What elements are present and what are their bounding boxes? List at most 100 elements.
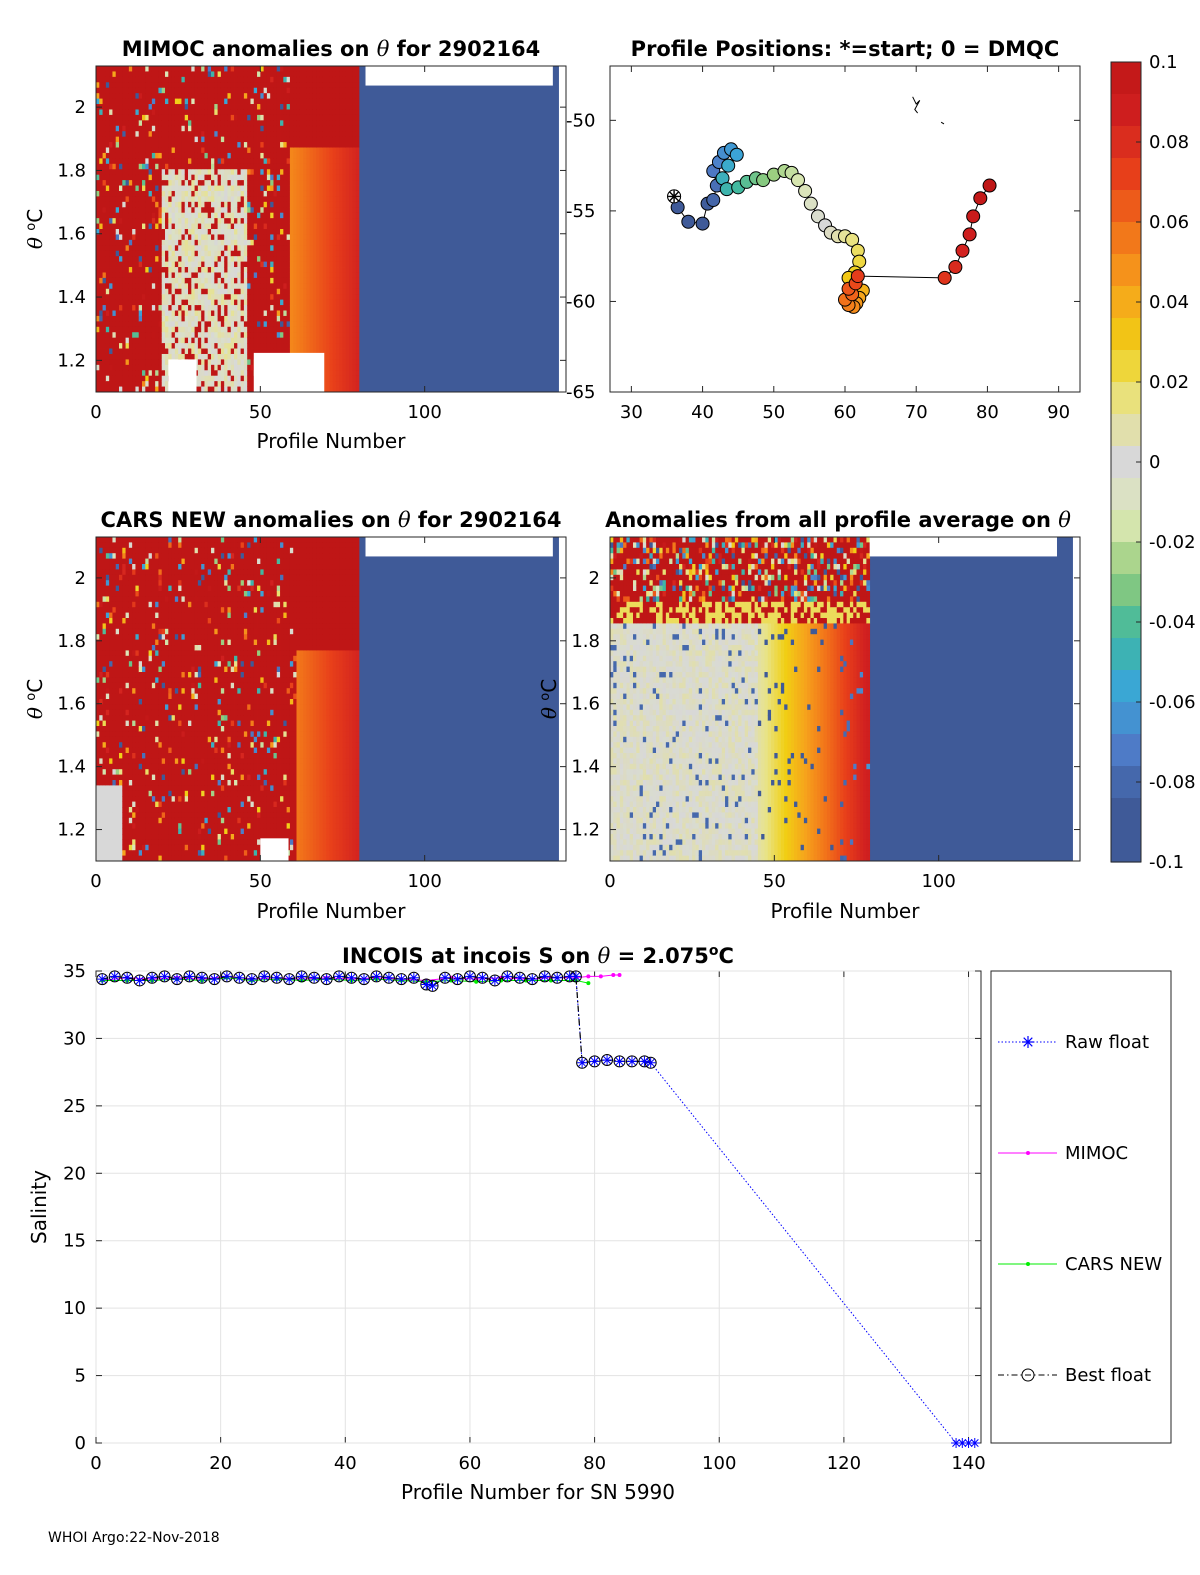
heatmap-cell (303, 250, 307, 257)
heatmap-cell (332, 76, 337, 83)
heatmap-cell (322, 212, 327, 219)
heatmap-cell (253, 93, 258, 99)
heatmap-cell (342, 375, 347, 382)
heatmap-cell (217, 201, 222, 208)
heatmap-cell (270, 337, 274, 344)
heatmap-cell (303, 190, 307, 197)
x-tick-label: 30 (620, 402, 643, 423)
heatmap-cell (128, 185, 133, 192)
heatmap-cell (201, 353, 205, 360)
heatmap-cell (165, 245, 169, 252)
heatmap-cell (299, 267, 304, 273)
heatmap-cell (125, 386, 130, 392)
heatmap-cell (181, 348, 186, 355)
heatmap-cell (319, 125, 324, 132)
heatmap-cell (247, 359, 251, 366)
heatmap-cell (194, 136, 199, 143)
heatmap-cell (234, 169, 238, 176)
heatmap-cell (224, 76, 228, 83)
heatmap-cell (158, 180, 163, 186)
heatmap-cell (171, 294, 176, 301)
heatmap-cell (257, 348, 261, 355)
heatmap-cell (296, 185, 301, 192)
heatmap-cell (135, 370, 140, 377)
heatmap-cell (339, 229, 343, 235)
heatmap-cell (237, 250, 242, 257)
heatmap-cell (220, 245, 225, 252)
heatmap-cell (119, 229, 123, 235)
heatmap-cell (253, 348, 258, 355)
heatmap-cell (240, 272, 245, 279)
heatmap-cell (303, 136, 307, 143)
heatmap-cell (276, 305, 281, 311)
heatmap-cell (99, 288, 103, 295)
heatmap-cell (174, 109, 179, 116)
heatmap-cell (243, 120, 248, 127)
heatmap-cell (161, 66, 166, 72)
heatmap-cell (142, 234, 146, 241)
heatmap-cell (283, 267, 288, 273)
heatmap-cell (306, 272, 311, 279)
heatmap-cell (299, 299, 304, 306)
heatmap-cell (194, 147, 199, 154)
heatmap-cell (181, 294, 186, 301)
heatmap-cell (197, 212, 202, 219)
colorbar-blocks (1111, 62, 1141, 863)
heatmap-cell (194, 169, 199, 176)
heatmap-cell (339, 158, 343, 165)
heatmap-cell (329, 136, 334, 143)
heatmap-cell (326, 190, 330, 197)
heatmap-cell (201, 201, 205, 208)
heatmap-cell (339, 196, 343, 203)
heatmap-cell (342, 158, 347, 165)
heatmap-cell (296, 98, 301, 105)
heatmap-cell (115, 359, 120, 366)
heatmap-cell (138, 109, 143, 116)
heatmap-cell (142, 87, 146, 94)
heatmap-cell (224, 125, 228, 132)
heatmap-cell (142, 71, 146, 78)
heatmap-cell (266, 163, 271, 170)
heatmap-cell (312, 142, 317, 148)
heatmap-cell (345, 229, 350, 235)
heatmap-cell (303, 256, 307, 262)
heatmap-cell (178, 337, 182, 344)
heatmap-cell (335, 180, 340, 186)
heatmap-cell (125, 337, 130, 344)
heatmap-cell (234, 256, 238, 262)
heatmap-cell (115, 299, 120, 306)
heatmap-cell (319, 93, 324, 99)
heatmap-cell (293, 315, 297, 322)
heatmap-cell (105, 71, 110, 78)
heatmap-cell (174, 180, 179, 186)
heatmap-cell (322, 386, 327, 392)
heatmap-cell (132, 98, 136, 105)
heatmap-cell (303, 114, 307, 121)
heatmap-cell (280, 147, 284, 154)
heatmap-cell (227, 305, 232, 311)
heatmap-cell (168, 71, 172, 78)
heatmap-cell (306, 104, 311, 110)
heatmap-cell (142, 169, 146, 176)
heatmap-cell (155, 109, 159, 116)
heatmap-cell (299, 250, 304, 257)
heatmap-cell (276, 272, 281, 279)
heatmap-cell (151, 381, 156, 387)
heatmap-cell (352, 375, 357, 382)
heatmap-cell (243, 207, 248, 214)
heatmap-cell (266, 66, 271, 72)
heatmap-cell (148, 136, 153, 143)
heatmap-cell (345, 364, 350, 371)
heatmap-cell (286, 245, 291, 252)
x-tick-label: 80 (976, 402, 999, 423)
heatmap-cell (112, 353, 117, 360)
heatmap-cell (178, 98, 182, 105)
heatmap-cell (155, 207, 159, 214)
heatmap-cell (312, 180, 317, 186)
heatmap-cell (339, 201, 343, 208)
heatmap-cell (142, 131, 146, 138)
heatmap-cell (155, 288, 159, 295)
heatmap-cell (211, 76, 215, 83)
heatmap-cell (329, 93, 334, 99)
positions-panel: Profile Positions: *=start; 0 = DMQC 30 4… (566, 37, 1081, 423)
